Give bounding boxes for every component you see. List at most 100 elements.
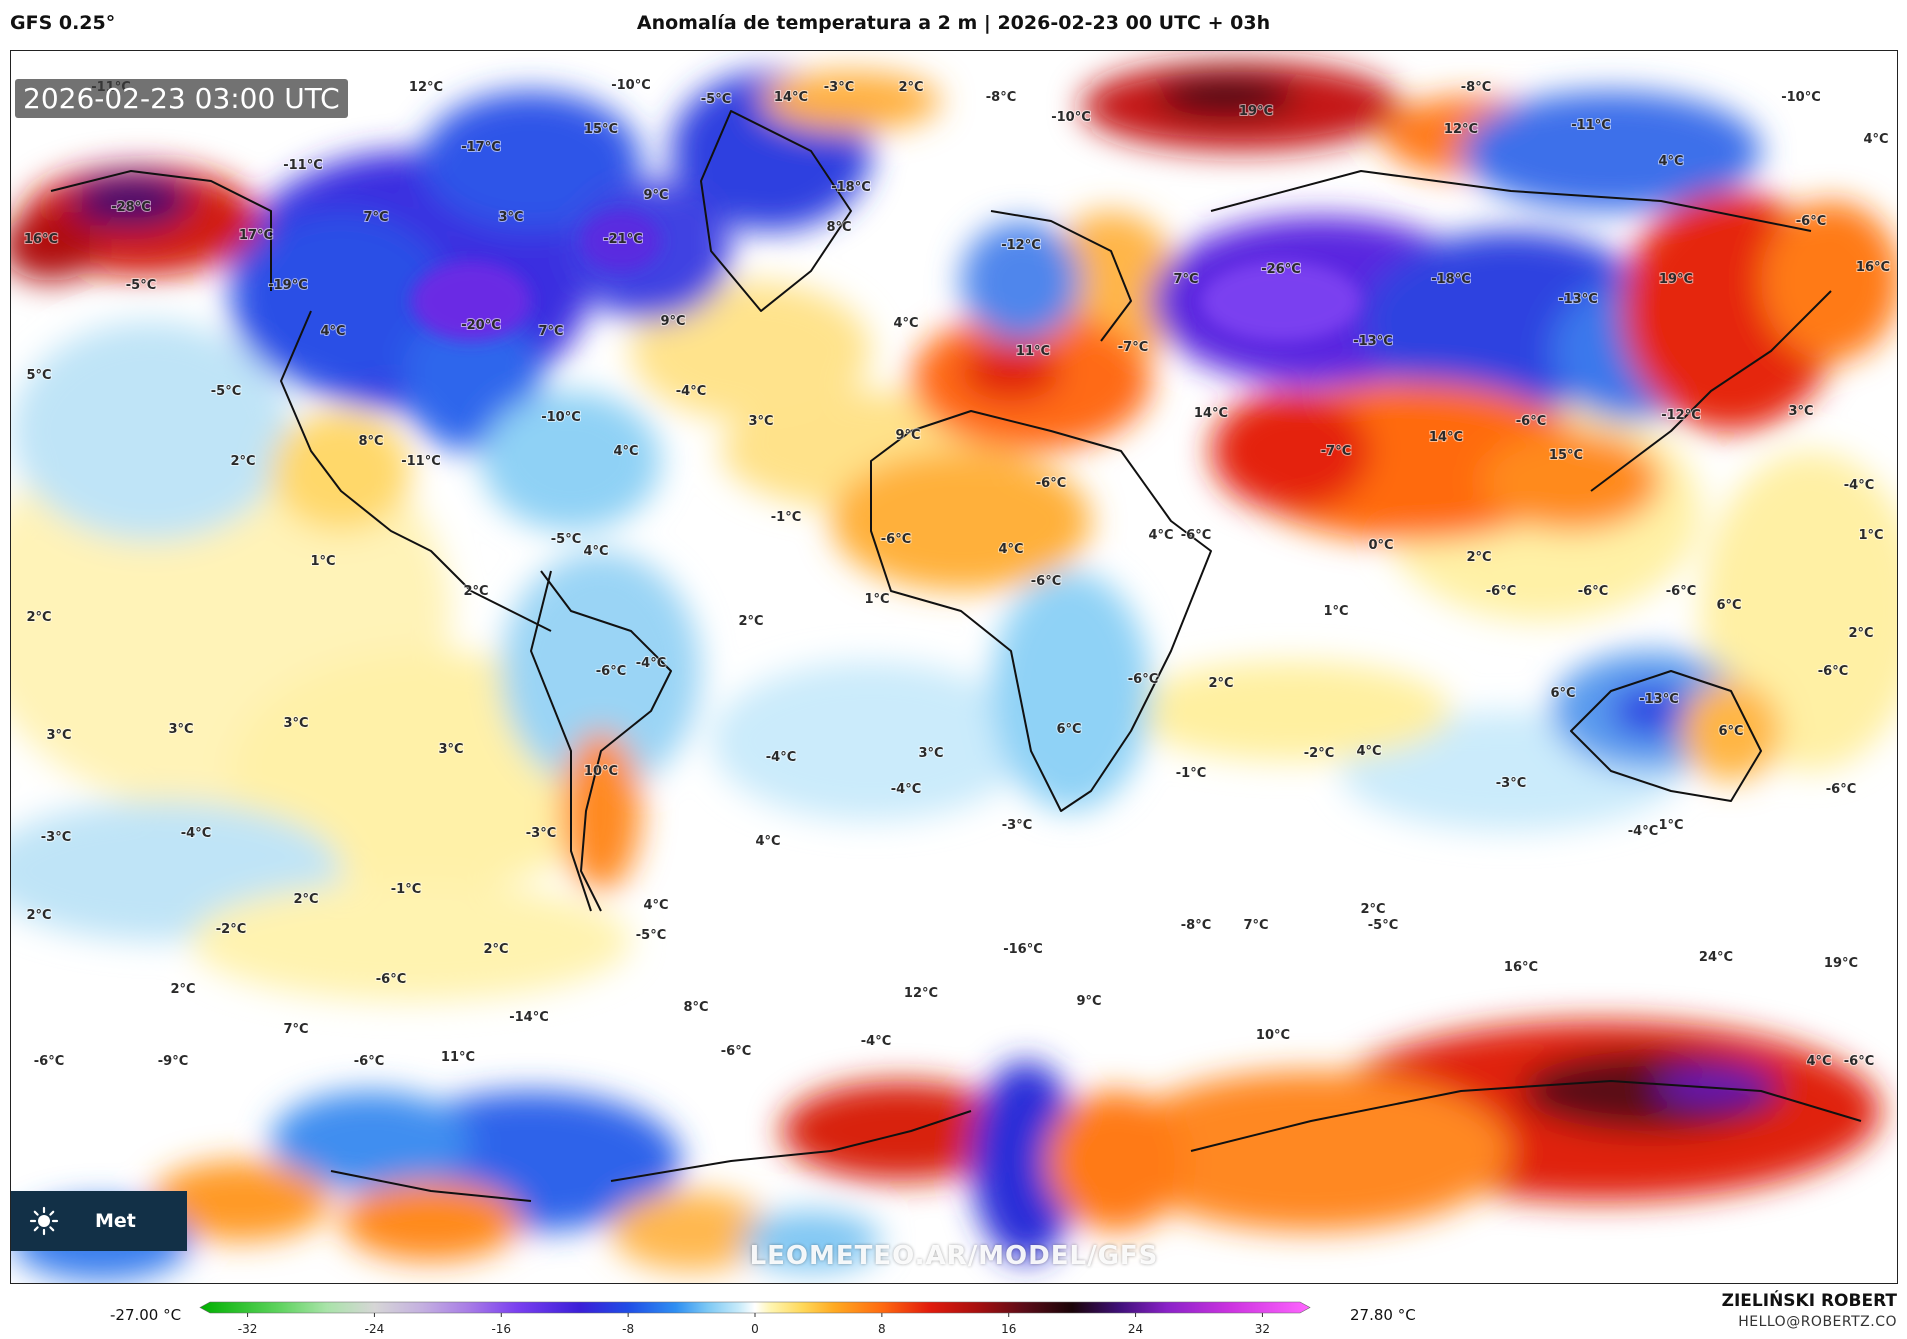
anomaly-label: 3°C <box>748 414 773 429</box>
anomaly-label: -7°C <box>1321 444 1351 459</box>
anomaly-label: 2°C <box>1848 626 1873 641</box>
anomaly-label: 3°C <box>918 746 943 761</box>
anomaly-label: -4°C <box>1844 478 1874 493</box>
anomaly-label: 4°C <box>1806 1054 1831 1069</box>
anomaly-label: -12°C <box>1001 238 1041 253</box>
anomaly-label: -12°C <box>1661 408 1701 423</box>
anomaly-label: -14°C <box>509 1010 549 1025</box>
anomaly-label: -6°C <box>1516 414 1546 429</box>
anomaly-highlights <box>411 211 1361 341</box>
anomaly-label: 0°C <box>1368 538 1393 553</box>
anomaly-label: -5°C <box>551 532 581 547</box>
anomaly-label: -10°C <box>611 78 651 93</box>
anomaly-field <box>11 61 1897 1281</box>
anomaly-labels: -11°C 12°C -10°C -5°C 14°C -3°C 2°C -8°C -8°C -10… <box>23 77 1891 1070</box>
legend-tick-label: -16 <box>491 1322 511 1336</box>
anomaly-label: 4°C <box>320 324 345 339</box>
anomaly-label: 1°C <box>1323 604 1348 619</box>
anomaly-label: -13°C <box>1639 692 1679 707</box>
anomaly-label: -9°C <box>158 1054 188 1069</box>
legend-tick-label: -24 <box>365 1322 385 1336</box>
anomaly-label: 9°C <box>1076 994 1101 1009</box>
anomaly-label: -21°C <box>603 232 643 247</box>
anomaly-label: 4°C <box>583 544 608 559</box>
legend-tick-label: 24 <box>1128 1322 1143 1336</box>
anomaly-label: 10°C <box>584 764 618 779</box>
anomaly-label: -7°C <box>1118 340 1148 355</box>
anomaly-label: -6°C <box>1128 672 1158 687</box>
map-panel[interactable]: -11°C 12°C -10°C -5°C 14°C -3°C 2°C -8°C -8°C -10… <box>10 50 1898 1284</box>
anomaly-label: -6°C <box>1826 782 1856 797</box>
anomaly-label: -6°C <box>1031 574 1061 589</box>
anomaly-label: -4°C <box>891 782 921 797</box>
anomaly-label: 6°C <box>1716 598 1741 613</box>
anomaly-label: -5°C <box>701 92 731 107</box>
anomaly-label: 2°C <box>1360 902 1385 917</box>
anomaly-label: -18°C <box>1431 272 1471 287</box>
anomaly-label: -6°C <box>1844 1054 1874 1069</box>
anomaly-label: 14°C <box>1429 430 1463 445</box>
anomaly-label: 6°C <box>1056 722 1081 737</box>
anomaly-label: -6°C <box>34 1054 64 1069</box>
anomaly-label: -11°C <box>1571 118 1611 133</box>
anomaly-label: 3°C <box>283 716 308 731</box>
anomaly-label: -3°C <box>1002 818 1032 833</box>
anomaly-label: 2°C <box>230 454 255 469</box>
anomaly-label: 2°C <box>293 892 318 907</box>
anomaly-label: 1°C <box>310 554 335 569</box>
anomaly-label: 2°C <box>26 610 51 625</box>
anomaly-label: -16°C <box>1003 942 1043 957</box>
anomaly-label: 2°C <box>898 80 923 95</box>
anomaly-label: -10°C <box>1781 90 1821 105</box>
anomaly-label: -6°C <box>1796 214 1826 229</box>
anomaly-label: 7°C <box>538 324 563 339</box>
anomaly-label: -5°C <box>636 928 666 943</box>
anomaly-label: -6°C <box>1818 664 1848 679</box>
anomaly-label: 7°C <box>283 1022 308 1037</box>
anomaly-label: -6°C <box>1036 476 1066 491</box>
anomaly-label: 8°C <box>683 1000 708 1015</box>
anomaly-label: -6°C <box>1181 528 1211 543</box>
author-name: ZIELIŃSKI ROBERT <box>1721 1291 1897 1311</box>
anomaly-label: -4°C <box>636 656 666 671</box>
anomaly-label: 11°C <box>441 1050 475 1065</box>
anomaly-label: 3°C <box>46 728 71 743</box>
sun-icon <box>29 1206 59 1236</box>
coastlines <box>50 110 1862 1202</box>
anomaly-label: -6°C <box>1486 584 1516 599</box>
anomaly-label: 16°C <box>1504 960 1538 975</box>
legend-tick-label: -32 <box>238 1322 258 1336</box>
anomaly-label: -10°C <box>1051 110 1091 125</box>
anomaly-label: -28°C <box>111 200 151 215</box>
anomaly-label: 16°C <box>1856 260 1890 275</box>
author-email[interactable]: HELLO@ROBERTZ.CO <box>1738 1314 1897 1330</box>
anomaly-label: -8°C <box>1461 80 1491 95</box>
legend-tick-label: 0 <box>751 1322 759 1336</box>
anomaly-label: 12°C <box>1444 122 1478 137</box>
model-name: GFS 0.25° <box>10 12 116 34</box>
anomaly-label: -3°C <box>1496 776 1526 791</box>
anomaly-label: 4°C <box>893 316 918 331</box>
anomaly-label: 19°C <box>1239 104 1273 119</box>
anomaly-label: -5°C <box>1368 918 1398 933</box>
anomaly-label: 4°C <box>613 444 638 459</box>
anomaly-label: -4°C <box>181 826 211 841</box>
valid-time-badge: 2026-02-23 03:00 UTC <box>15 79 348 118</box>
anomaly-label: -6°C <box>376 972 406 987</box>
anomaly-label: -19°C <box>268 278 308 293</box>
anomaly-label: -5°C <box>126 278 156 293</box>
color-legend: -32 -24 -16 -8 0 8 16 24 32 <box>199 1301 1311 1336</box>
anomaly-label: -17°C <box>461 140 501 155</box>
anomaly-label: 2°C <box>1208 676 1233 691</box>
legend-tick-label: 32 <box>1255 1322 1270 1336</box>
anomaly-label: 17°C <box>239 228 273 243</box>
anomaly-label: 12°C <box>904 986 938 1001</box>
anomaly-label: -18°C <box>831 180 871 195</box>
anomaly-label: 2°C <box>483 942 508 957</box>
anomaly-label: 14°C <box>1194 406 1228 421</box>
anomaly-label: 3°C <box>498 210 523 225</box>
anomaly-label: 7°C <box>1173 272 1198 287</box>
anomaly-label: 2°C <box>463 584 488 599</box>
logo-badge[interactable]: Met <box>11 1191 187 1251</box>
site-watermark: LEOMETEO.AR/MODEL/GFS <box>749 1241 1159 1271</box>
